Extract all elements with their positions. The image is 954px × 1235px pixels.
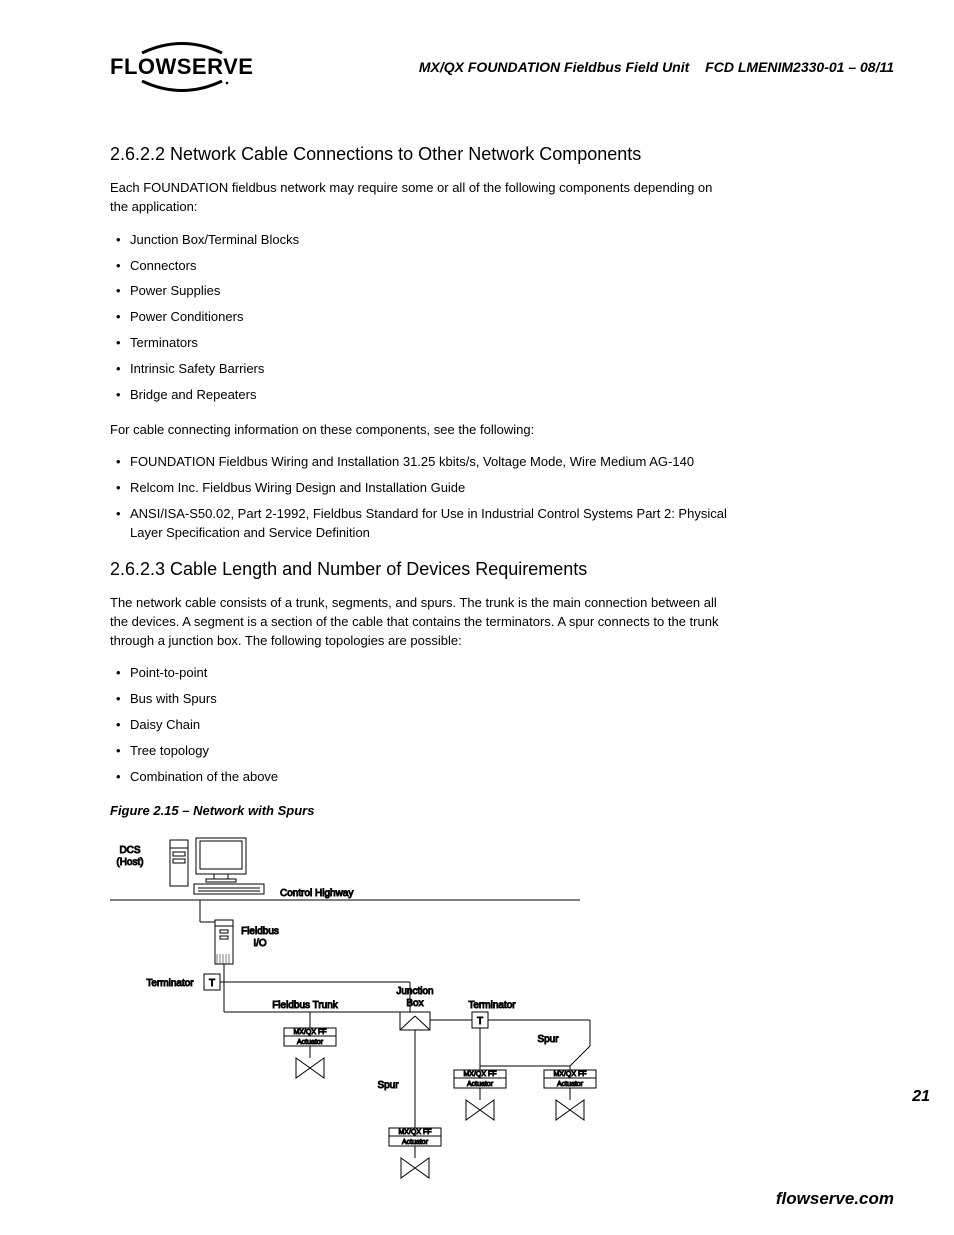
svg-text:Actuator: Actuator xyxy=(467,1081,494,1088)
topologies-list: Point-to-point Bus with Spurs Daisy Chai… xyxy=(110,664,750,786)
document-title: MX/QX FOUNDATION Fieldbus Field Unit FCD… xyxy=(419,59,894,75)
list-item: Connectors xyxy=(110,257,750,276)
doc-title-product: MX/QX FOUNDATION Fieldbus Field Unit xyxy=(419,59,689,75)
list-item: Combination of the above xyxy=(110,768,750,787)
svg-text:DCS: DCS xyxy=(119,845,140,856)
svg-text:Actuator: Actuator xyxy=(297,1039,324,1046)
section-heading-2623: 2.6.2.3 Cable Length and Number of Devic… xyxy=(110,559,894,580)
svg-text:Fieldbus: Fieldbus xyxy=(241,926,279,937)
svg-text:Actuator: Actuator xyxy=(402,1139,429,1146)
refs-intro: For cable connecting information on thes… xyxy=(110,421,730,440)
list-item: Tree topology xyxy=(110,742,750,761)
svg-text:Spur: Spur xyxy=(537,1034,559,1045)
page-header: FLOWSERVE MX/QX FOUNDATION Fieldbus Fiel… xyxy=(110,40,894,94)
svg-text:T: T xyxy=(477,1016,483,1027)
components-list: Junction Box/Terminal Blocks Connectors … xyxy=(110,231,750,405)
list-item: Bridge and Repeaters xyxy=(110,386,750,405)
page-number: 21 xyxy=(912,1088,930,1106)
section2-intro: The network cable consists of a trunk, s… xyxy=(110,594,730,651)
list-item: Bus with Spurs xyxy=(110,690,750,709)
svg-text:(Host): (Host) xyxy=(116,857,143,868)
svg-text:MX/QX FF: MX/QX FF xyxy=(463,1071,496,1078)
list-item: Intrinsic Safety Barriers xyxy=(110,360,750,379)
network-diagram: DCS (Host) Control Highway Fieldbus xyxy=(110,836,630,1216)
svg-text:Box: Box xyxy=(406,998,423,1009)
svg-text:MX/QX FF: MX/QX FF xyxy=(398,1129,431,1136)
svg-text:Junction: Junction xyxy=(396,986,433,997)
footer-url: flowserve.com xyxy=(776,1189,894,1209)
list-item: Relcom Inc. Fieldbus Wiring Design and I… xyxy=(110,479,750,498)
svg-text:T: T xyxy=(209,978,215,989)
list-item: ANSI/ISA-S50.02, Part 2-1992, Fieldbus S… xyxy=(110,505,750,543)
svg-text:Actuator: Actuator xyxy=(557,1081,584,1088)
list-item: FOUNDATION Fieldbus Wiring and Installat… xyxy=(110,453,750,472)
svg-text:I/O: I/O xyxy=(253,938,267,949)
svg-text:Terminator: Terminator xyxy=(146,978,194,989)
svg-text:Spur: Spur xyxy=(377,1080,399,1091)
list-item: Point-to-point xyxy=(110,664,750,683)
list-item: Power Conditioners xyxy=(110,308,750,327)
svg-text:MX/QX FF: MX/QX FF xyxy=(553,1071,586,1078)
svg-text:Fieldbus Trunk: Fieldbus Trunk xyxy=(272,1000,339,1011)
list-item: Daisy Chain xyxy=(110,716,750,735)
svg-text:Control Highway: Control Highway xyxy=(280,888,353,899)
svg-text:Terminator: Terminator xyxy=(468,1000,516,1011)
svg-text:MX/QX FF: MX/QX FF xyxy=(293,1029,326,1036)
list-item: Power Supplies xyxy=(110,282,750,301)
figure-caption: Figure 2.15 – Network with Spurs xyxy=(110,803,894,818)
refs-list: FOUNDATION Fieldbus Wiring and Installat… xyxy=(110,453,750,542)
section1-intro: Each FOUNDATION fieldbus network may req… xyxy=(110,179,730,217)
list-item: Terminators xyxy=(110,334,750,353)
flowserve-logo: FLOWSERVE xyxy=(110,40,253,94)
doc-title-code: FCD LMENIM2330-01 – 08/11 xyxy=(705,59,894,75)
list-item: Junction Box/Terminal Blocks xyxy=(110,231,750,250)
logo-text: FLOWSERVE xyxy=(110,54,253,80)
section-heading-2622: 2.6.2.2 Network Cable Connections to Oth… xyxy=(110,144,894,165)
